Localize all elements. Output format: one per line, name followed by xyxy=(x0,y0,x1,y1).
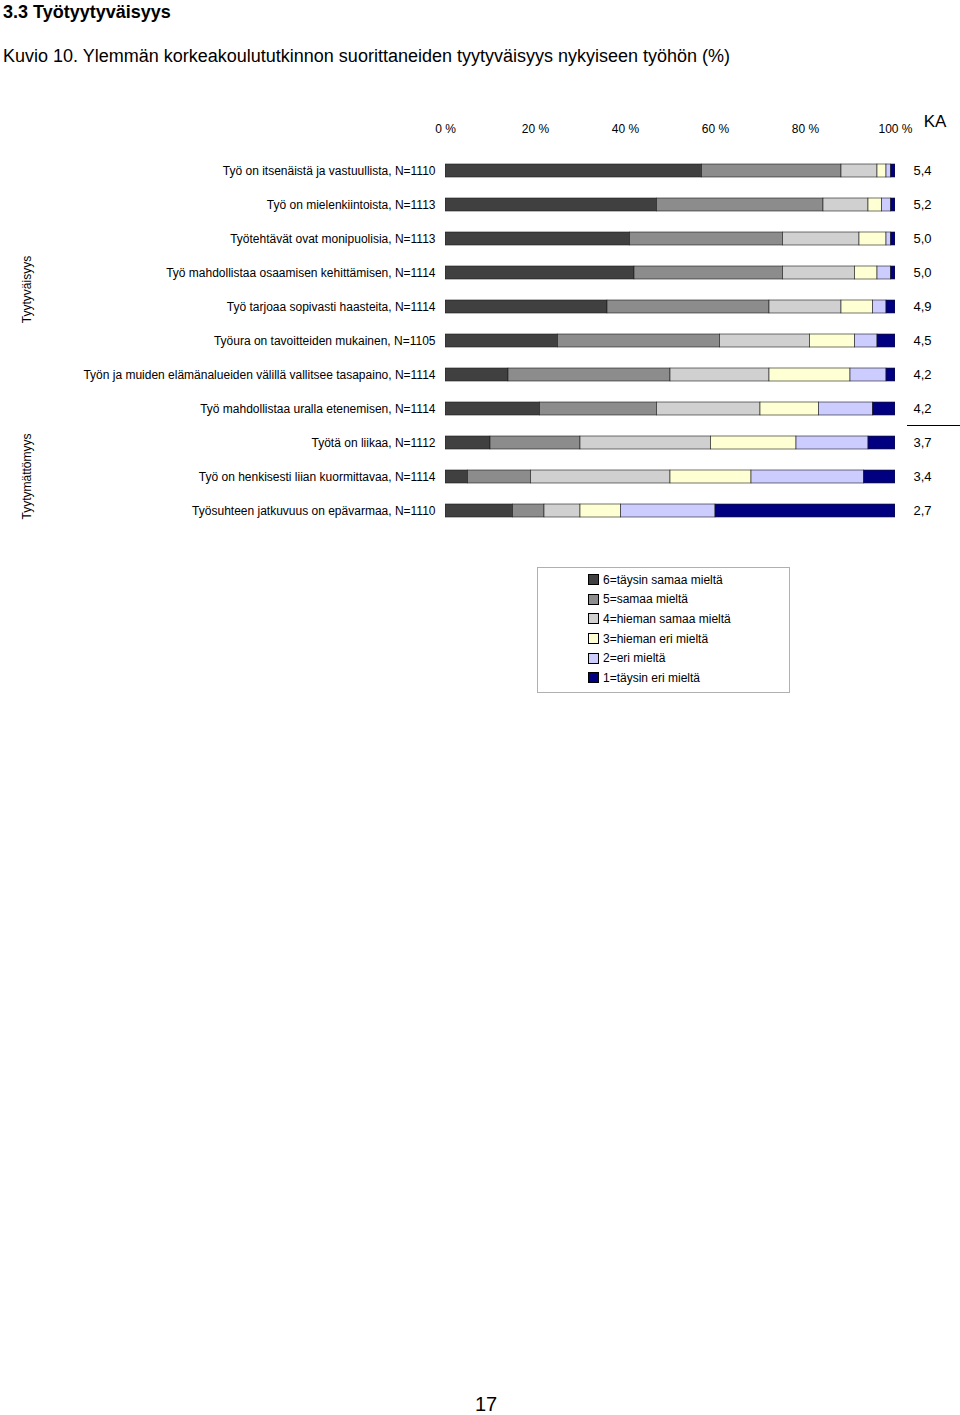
svg-text:Työ on henkisesti liian kuormi: Työ on henkisesti liian kuormittavaa, N=… xyxy=(199,470,436,484)
svg-text:Työn ja muiden elämänalueiden: Työn ja muiden elämänalueiden välillä va… xyxy=(83,368,435,382)
svg-text:0 %: 0 % xyxy=(435,122,456,136)
html-text:6=täysin samaa mieltä: 6=täysin samaa mieltä xyxy=(603,572,723,587)
svg-text:40 %: 40 % xyxy=(612,122,640,136)
svg-text:Työ mahdollistaa uralla etenem: Työ mahdollistaa uralla etenemisen, N=11… xyxy=(200,402,436,416)
svg-text:5,0: 5,0 xyxy=(913,231,931,246)
svg-text:Tyytymättömyys: Tyytymättömyys xyxy=(20,433,34,519)
svg-text:Työ mahdollistaa osaamisen keh: Työ mahdollistaa osaamisen kehittämisen,… xyxy=(166,266,436,280)
svg-text:KA: KA xyxy=(924,112,947,131)
svg-text:Työtä on liikaa, N=1112: Työtä on liikaa, N=1112 xyxy=(312,436,436,450)
svg-text:Työ tarjoaa sopivasti haasteit: Työ tarjoaa sopivasti haasteita, N=1114 xyxy=(227,300,436,314)
svg-text:Työ on mielenkiintoista, N=111: Työ on mielenkiintoista, N=1113 xyxy=(267,198,436,212)
svg-text:4,2: 4,2 xyxy=(913,401,931,416)
html-text:Kuvio 10. Ylemmän korkeakoulut: Kuvio 10. Ylemmän korkeakoulututkinnon s… xyxy=(3,46,730,66)
svg-text:5,0: 5,0 xyxy=(913,265,931,280)
svg-text:20 %: 20 % xyxy=(522,122,550,136)
svg-text:Tyytyväisyys: Tyytyväisyys xyxy=(20,256,34,323)
html-text:2=eri mieltä: 2=eri mieltä xyxy=(603,651,666,666)
svg-text:5,4: 5,4 xyxy=(913,163,931,178)
svg-text:Työura on tavoitteiden mukaine: Työura on tavoitteiden mukainen, N=1105 xyxy=(214,334,436,348)
html-text:5=samaa mieltä: 5=samaa mieltä xyxy=(603,592,688,607)
svg-text:Työsuhteen jatkuvuus on epävar: Työsuhteen jatkuvuus on epävarmaa, N=111… xyxy=(192,504,436,518)
svg-text:4,5: 4,5 xyxy=(913,333,931,348)
svg-text:3,7: 3,7 xyxy=(913,435,931,450)
svg-text:80 %: 80 % xyxy=(792,122,820,136)
svg-text:5,2: 5,2 xyxy=(913,197,931,212)
html-text:4=hieman samaa mieltä: 4=hieman samaa mieltä xyxy=(603,612,731,626)
html-text:1=täysin eri mieltä: 1=täysin eri mieltä xyxy=(603,670,700,685)
svg-text:60 %: 60 % xyxy=(702,122,730,136)
svg-text:Työ on itsenäistä ja vastuulli: Työ on itsenäistä ja vastuullista, N=111… xyxy=(223,164,436,178)
svg-text:4,2: 4,2 xyxy=(913,367,931,382)
svg-text:3,4: 3,4 xyxy=(913,469,931,484)
html-text:3.3 Työtyytyväisyys: 3.3 Työtyytyväisyys xyxy=(3,2,171,22)
html-text:17: 17 xyxy=(474,1393,498,1415)
svg-text:Työtehtävät ovat monipuolisia,: Työtehtävät ovat monipuolisia, N=1113 xyxy=(230,232,436,246)
svg-text:100 %: 100 % xyxy=(878,122,912,136)
html-text:3=hieman eri mieltä: 3=hieman eri mieltä xyxy=(603,631,709,646)
svg-text:2,7: 2,7 xyxy=(913,503,931,518)
svg-text:4,9: 4,9 xyxy=(913,299,931,314)
